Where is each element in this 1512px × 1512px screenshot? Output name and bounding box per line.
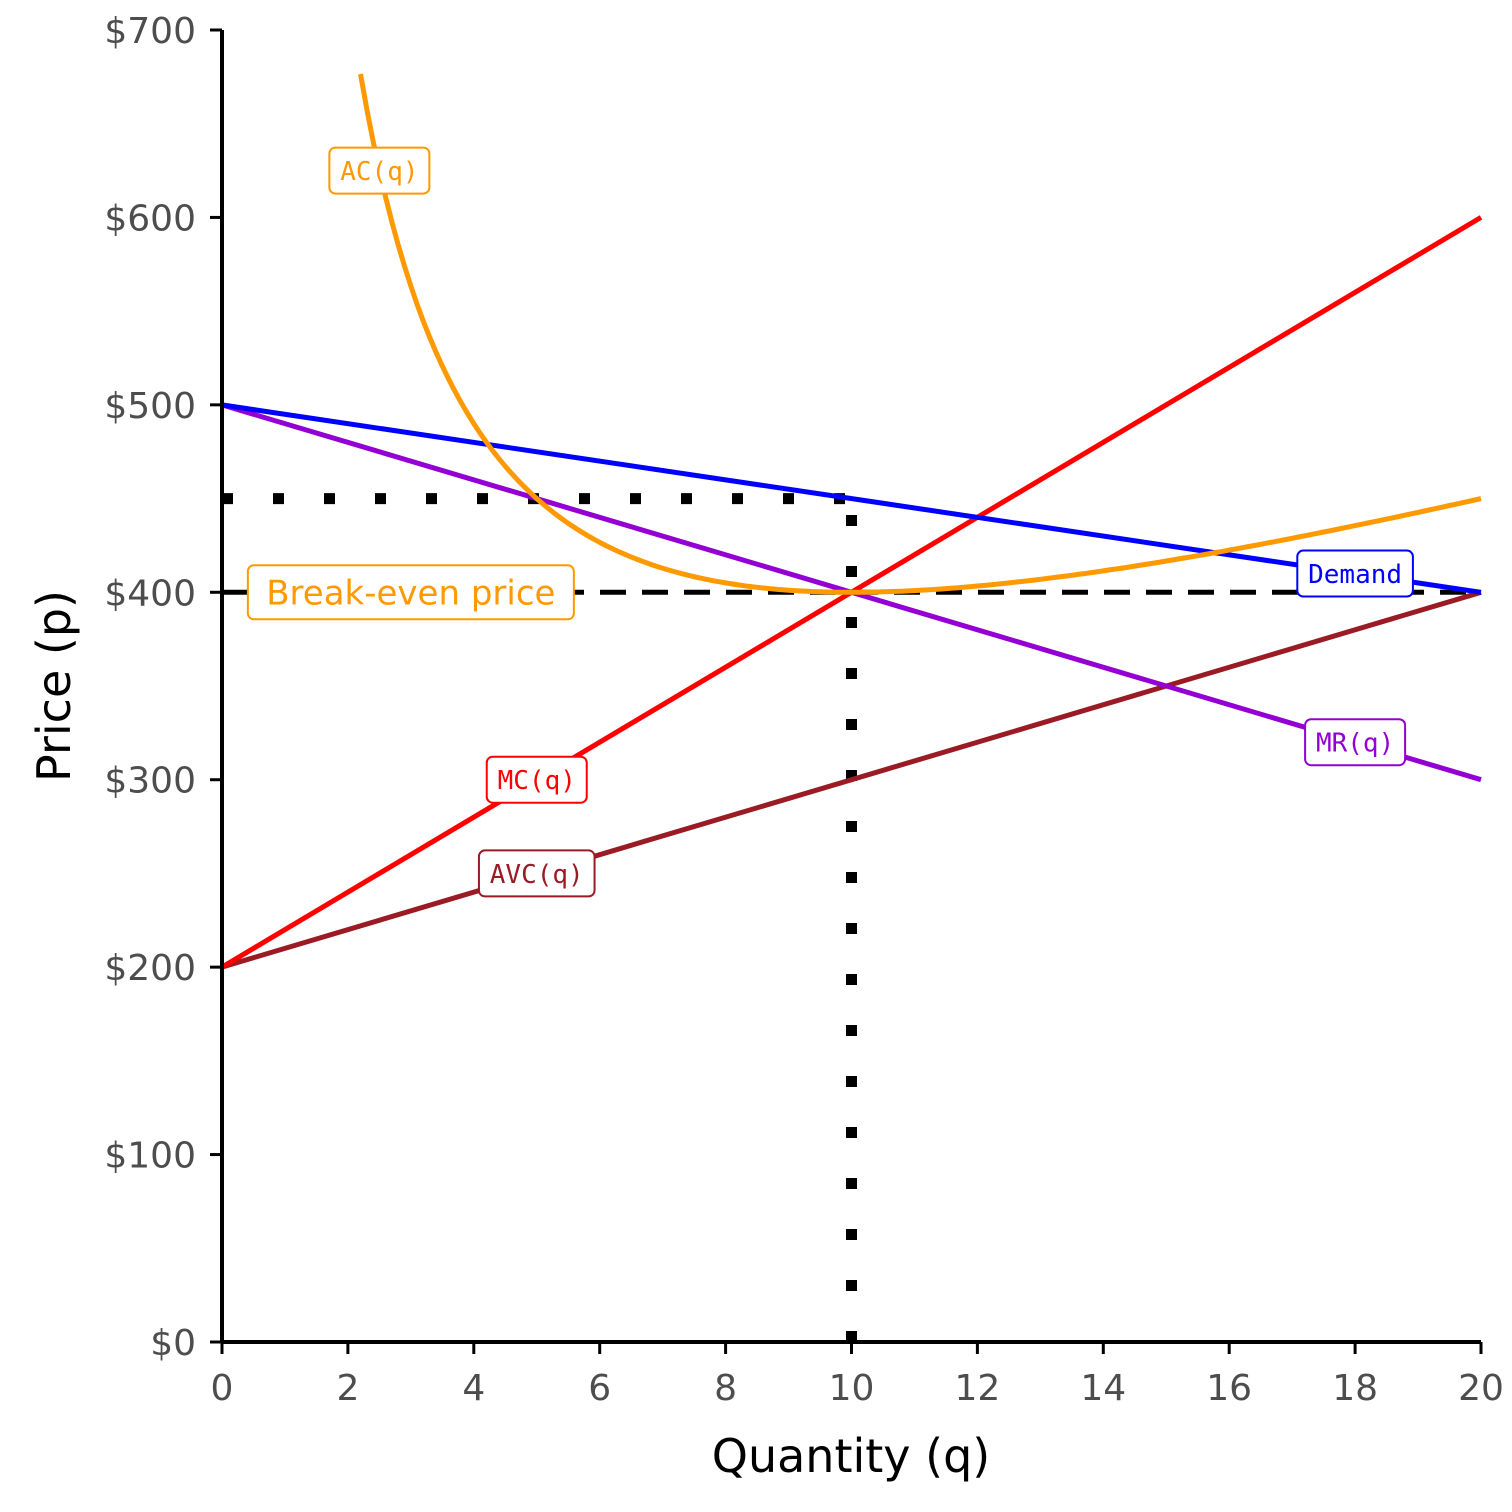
x-tick-label: 8	[714, 1368, 737, 1409]
series-lines	[220, 73, 1483, 970]
break-even-label: Break-even price	[246, 564, 575, 621]
y-axis-title: Price (p)	[27, 590, 81, 782]
label-ac-q-text: AC(q)	[340, 157, 418, 187]
label-mr-q-text: MR(q)	[1316, 729, 1394, 759]
label-ac-q: AC(q)	[328, 146, 431, 195]
label-mc-q: MC(q)	[485, 755, 588, 804]
label-avc-q-box	[477, 849, 596, 898]
label-mc-q-box	[485, 755, 588, 804]
x-tick-label: 0	[211, 1368, 234, 1409]
y-tick-label: $500	[104, 386, 196, 427]
series-line-avc-q	[221, 589, 1482, 970]
axis-ticks: 0 2 4 6 8 10 12 14 16 18 20 $0 $100 $200 $300 $400 $500 $…	[104, 11, 1504, 1409]
x-tick-label: 10	[829, 1368, 875, 1409]
x-tick-label: 2	[336, 1368, 359, 1409]
x-tick-label: 4	[462, 1368, 485, 1409]
reference-lines	[222, 493, 1481, 1342]
y-tick-label: $600	[104, 198, 196, 239]
x-axis-title: Quantity (q)	[712, 1429, 991, 1483]
y-tick-label: $0	[150, 1323, 196, 1364]
label-demand-text: Demand	[1308, 560, 1402, 590]
curve-labels: Demand MR(q) MC(q) AVC(q) AC(q) Break-even pr…	[246, 146, 1414, 898]
label-mr-q-box	[1304, 718, 1407, 767]
x-tick-label: 18	[1332, 1368, 1378, 1409]
y-tick-label: $100	[104, 1136, 196, 1177]
label-mr-q: MR(q)	[1304, 718, 1407, 767]
x-tick-label: 16	[1206, 1368, 1252, 1409]
x-tick-label: 20	[1458, 1368, 1504, 1409]
break-even-label-text: Break-even price	[266, 574, 555, 614]
y-tick-label: $700	[104, 11, 196, 52]
label-ac-q-box	[328, 146, 431, 195]
label-demand: Demand	[1296, 549, 1414, 598]
label-demand-box	[1296, 549, 1414, 598]
series-line-ac-q	[358, 73, 1482, 595]
x-tick-label: 6	[588, 1368, 611, 1409]
label-avc-q-text: AVC(q)	[490, 860, 584, 890]
series-line-demand	[221, 402, 1482, 595]
x-tick-label: 12	[954, 1368, 1000, 1409]
y-tick-label: $300	[104, 761, 196, 802]
label-mc-q-text: MC(q)	[498, 766, 576, 796]
y-tick-label: $400	[104, 573, 196, 614]
x-tick-label: 14	[1080, 1368, 1126, 1409]
break-even-label-box	[246, 564, 575, 621]
y-tick-label: $200	[104, 948, 196, 989]
label-avc-q: AVC(q)	[477, 849, 596, 898]
axes	[220, 30, 1481, 1344]
